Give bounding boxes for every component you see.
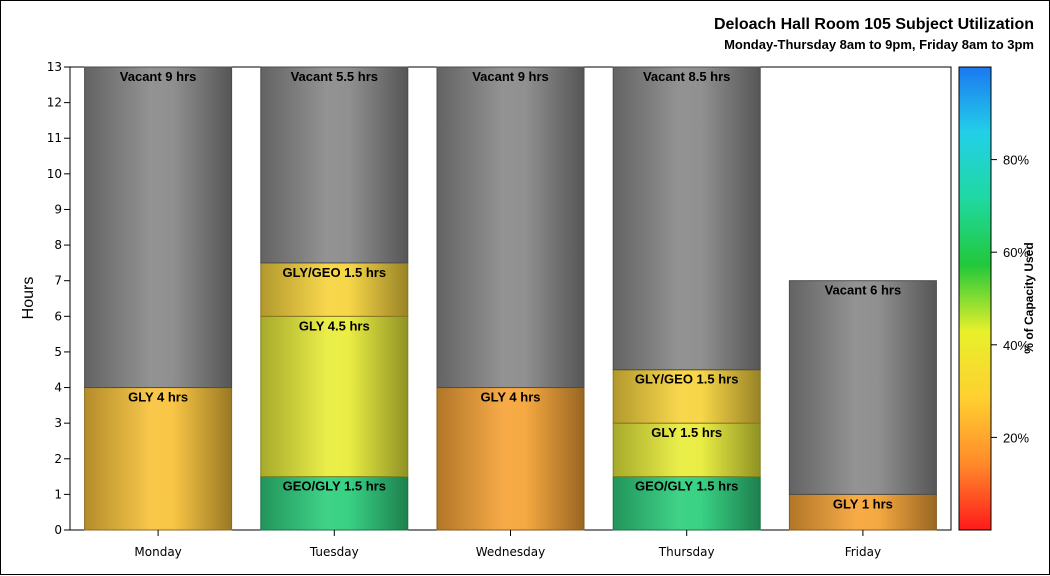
y-tick-label: 2 <box>54 452 62 466</box>
y-axis-label: Hours <box>20 277 37 320</box>
bar-segment <box>260 476 409 531</box>
segment-label: GLY 4.5 hrs <box>299 318 370 333</box>
y-tick-label: 1 <box>54 487 62 501</box>
y-tick-label: 9 <box>54 202 62 216</box>
segment-label: GLY/GEO 1.5 hrs <box>283 265 387 280</box>
segment-label: Vacant 6 hrs <box>825 283 902 298</box>
y-tick-label: 5 <box>54 345 62 359</box>
segment-label: GLY/GEO 1.5 hrs <box>635 372 739 387</box>
y-tick-label: 12 <box>47 96 62 110</box>
bar-segment <box>84 66 233 389</box>
bar-tuesday: GEO/GLY 1.5 hrs GLY 4.5 hrs GLY/GEO 1.5 hr… <box>260 66 409 531</box>
x-tick-label: Wednesday <box>476 545 545 559</box>
bar-monday: GLY 4 hrs Vacant 9 hrs <box>84 66 233 531</box>
bar-segment <box>436 66 585 389</box>
y-tick-label: 4 <box>54 381 62 395</box>
bar-segment <box>612 422 761 478</box>
segment-label: GLY 4 hrs <box>128 390 188 405</box>
colorbar-tick-label: 40% <box>1003 338 1029 353</box>
bar-segment <box>612 369 761 424</box>
x-tick-label: Friday <box>845 545 881 559</box>
y-tick-label: 13 <box>47 60 62 74</box>
y-tick-label: 6 <box>54 309 62 323</box>
segment-label: GLY 1.5 hrs <box>651 425 722 440</box>
y-tick-label: 7 <box>54 274 62 288</box>
bar-segment <box>260 315 409 478</box>
bar-segment <box>612 476 761 531</box>
y-tick-label: 3 <box>54 416 62 430</box>
segment-label: Vacant 9 hrs <box>120 69 197 84</box>
segment-label: Vacant 8.5 hrs <box>643 69 730 84</box>
colorbar: 20% 40% 60% 80% % of Capacity Used <box>958 66 1036 531</box>
bar-thursday: GEO/GLY 1.5 hrs GLY 1.5 hrs GLY/GEO 1.5 hr… <box>612 66 761 531</box>
bar-segment <box>436 387 585 531</box>
bar-friday: GLY 1 hrs Vacant 6 hrs <box>788 280 937 531</box>
chart-title: Deloach Hall Room 105 Subject Utilizatio… <box>714 16 1034 33</box>
segment-label: GLY 1 hrs <box>833 496 893 511</box>
colorbar-tick-label: 20% <box>1003 430 1029 445</box>
colorbar-ramp <box>958 66 992 531</box>
x-tick-label: Thursday <box>658 545 715 559</box>
bar-segment <box>612 66 761 371</box>
segment-label: GEO/GLY 1.5 hrs <box>283 479 386 494</box>
y-tick-label: 10 <box>47 167 62 181</box>
x-tick-label: Tuesday <box>309 545 359 559</box>
colorbar-tick-label: 60% <box>1003 245 1029 260</box>
x-tick-label: Monday <box>134 545 181 559</box>
segment-label: Vacant 9 hrs <box>472 69 549 84</box>
segment-label: GEO/GLY 1.5 hrs <box>635 479 738 494</box>
chart-subtitle: Monday-Thursday 8am to 9pm, Friday 8am t… <box>724 37 1034 52</box>
colorbar-tick-label: 80% <box>1003 153 1029 168</box>
segment-label: GLY 4 hrs <box>481 390 541 405</box>
plot-area: GLY 4 hrs Vacant 9 hrs GEO/GLY 1.5 hrs GLY … <box>47 60 952 559</box>
y-tick-label: 11 <box>47 131 62 145</box>
y-tick-label: 0 <box>54 523 62 537</box>
bar-wednesday: GLY 4 hrs Vacant 9 hrs <box>436 66 585 531</box>
segment-label: Vacant 5.5 hrs <box>291 69 378 84</box>
bar-segment <box>260 66 409 264</box>
colorbar-title: % of Capacity Used <box>1022 242 1036 353</box>
bar-segment <box>788 280 937 495</box>
y-tick-label: 8 <box>54 238 62 252</box>
bar-segment <box>84 387 233 531</box>
